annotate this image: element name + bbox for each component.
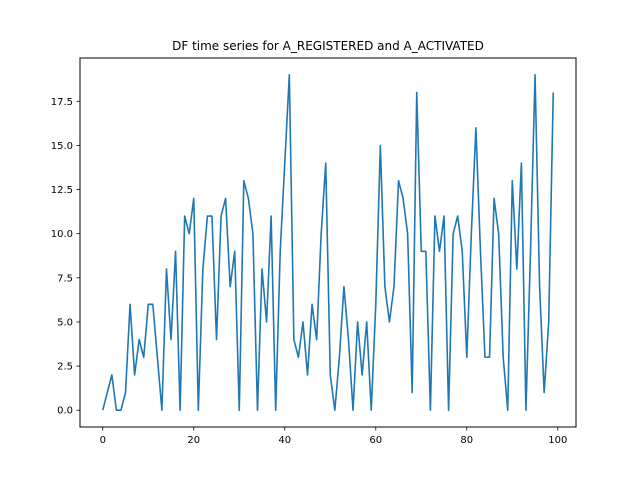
axes-frame — [79, 57, 577, 428]
y-tick-label: 15.0 — [51, 141, 73, 152]
x-tick-label: 100 — [548, 435, 567, 446]
x-tick-label: 0 — [100, 435, 106, 446]
x-tick-label: 40 — [278, 435, 291, 446]
x-axis: 0 20 40 60 80 100 — [100, 427, 567, 446]
y-tick-label: 5.0 — [57, 317, 73, 328]
y-tick-label: 2.5 — [57, 362, 73, 373]
y-tick-label: 10.0 — [51, 229, 73, 240]
chart-title: DF time series for A_REGISTERED and A_AC… — [172, 39, 484, 53]
y-tick-label: 7.5 — [57, 273, 73, 284]
x-tick-label: 20 — [187, 435, 200, 446]
y-axis: 0.0 2.5 5.0 7.5 10.0 12.5 15.0 17.5 — [51, 97, 80, 417]
plot-area — [101, 73, 555, 412]
y-tick-label: 17.5 — [51, 97, 73, 108]
y-tick-label: 12.5 — [51, 185, 73, 196]
x-tick-label: 80 — [460, 435, 473, 446]
y-tick-label: 0.0 — [57, 406, 73, 417]
x-tick-label: 60 — [369, 435, 382, 446]
series-line-0 — [101, 73, 555, 412]
